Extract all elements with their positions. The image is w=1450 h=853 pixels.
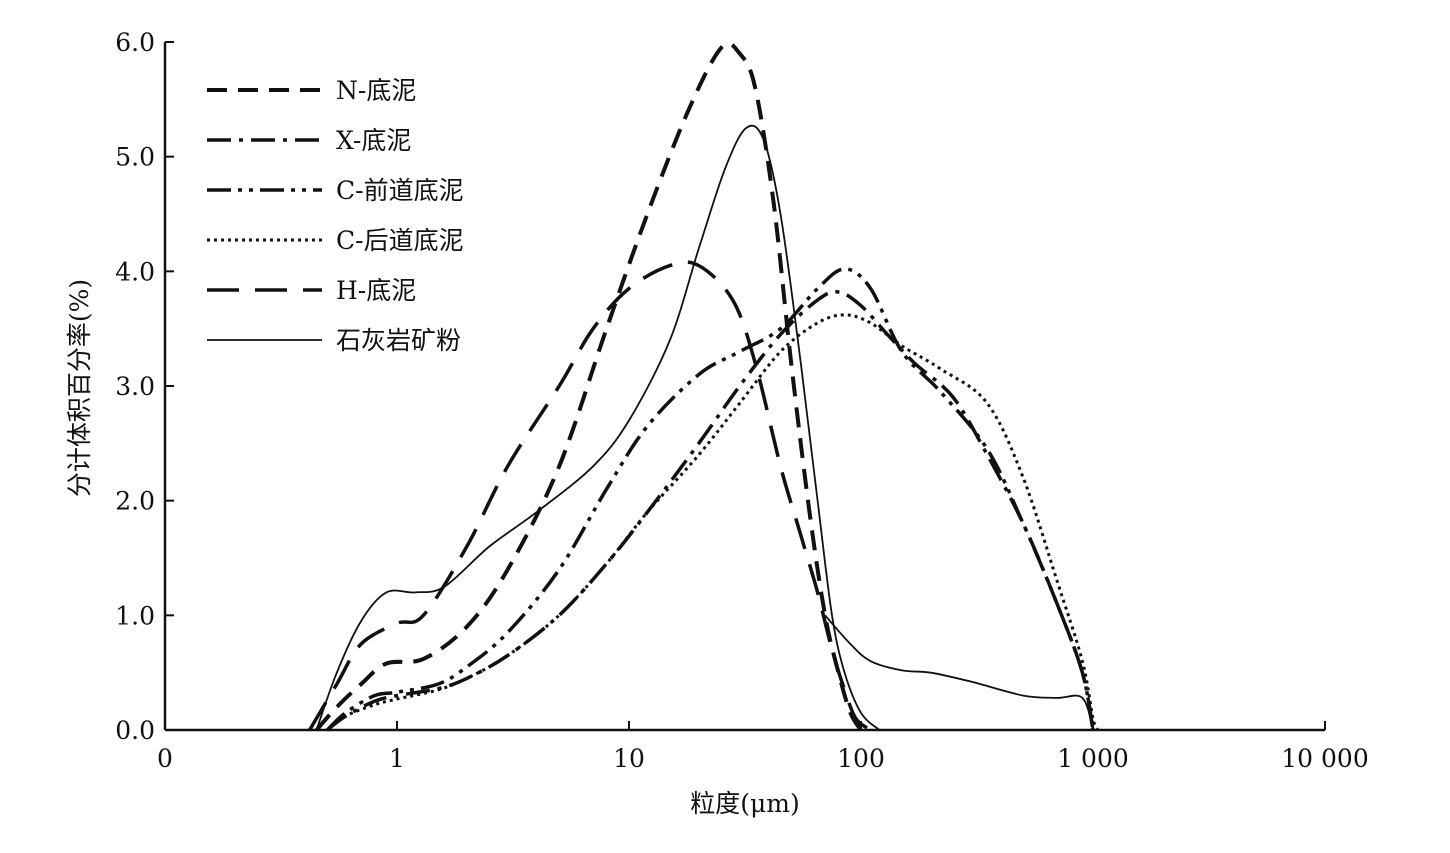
- legend-label: X-底泥: [336, 126, 411, 155]
- x-tick-label: 1 000: [1057, 744, 1129, 773]
- x-tick-label: 100: [837, 744, 885, 773]
- y-tick-label: 1.0: [115, 601, 155, 630]
- x-tick-label: 10 000: [1281, 744, 1368, 773]
- legend-label: C-后道底泥: [336, 226, 464, 255]
- legend-label: N-底泥: [336, 76, 416, 105]
- series-line-4: [308, 260, 872, 732]
- series-line-6: [824, 614, 1094, 731]
- y-tick-label: 6.0: [115, 28, 155, 57]
- y-tick-label: 4.0: [115, 257, 155, 286]
- series-group: [165, 41, 1100, 732]
- x-axis-label: 粒度(μm): [690, 789, 799, 818]
- x-tick-label: 10: [613, 744, 645, 773]
- tick-group: 0.0 1.0 2.0 3.0 4.0 5.0 6.0 0 1 10 100 1 000 10 000: [115, 28, 1369, 773]
- y-tick-label: 2.0: [115, 487, 155, 516]
- x-tick-label: 0: [157, 744, 173, 773]
- x-tick-label: 1: [389, 744, 405, 773]
- series-line-5: [315, 124, 881, 731]
- legend-label: 石灰岩矿粉: [336, 326, 461, 355]
- series-line-1: [326, 290, 1095, 732]
- series-line-0: [315, 41, 863, 732]
- legend-label: C-前道底泥: [336, 176, 464, 205]
- y-tick-label: 5.0: [115, 143, 155, 172]
- series-line-3: [326, 313, 1100, 732]
- y-tick-label: 0.0: [115, 716, 155, 745]
- y-axis-label: 分计体积百分率(%): [65, 279, 94, 497]
- legend-label: H-底泥: [336, 276, 416, 305]
- y-tick-label: 3.0: [115, 372, 155, 401]
- series-line-2: [325, 267, 1095, 732]
